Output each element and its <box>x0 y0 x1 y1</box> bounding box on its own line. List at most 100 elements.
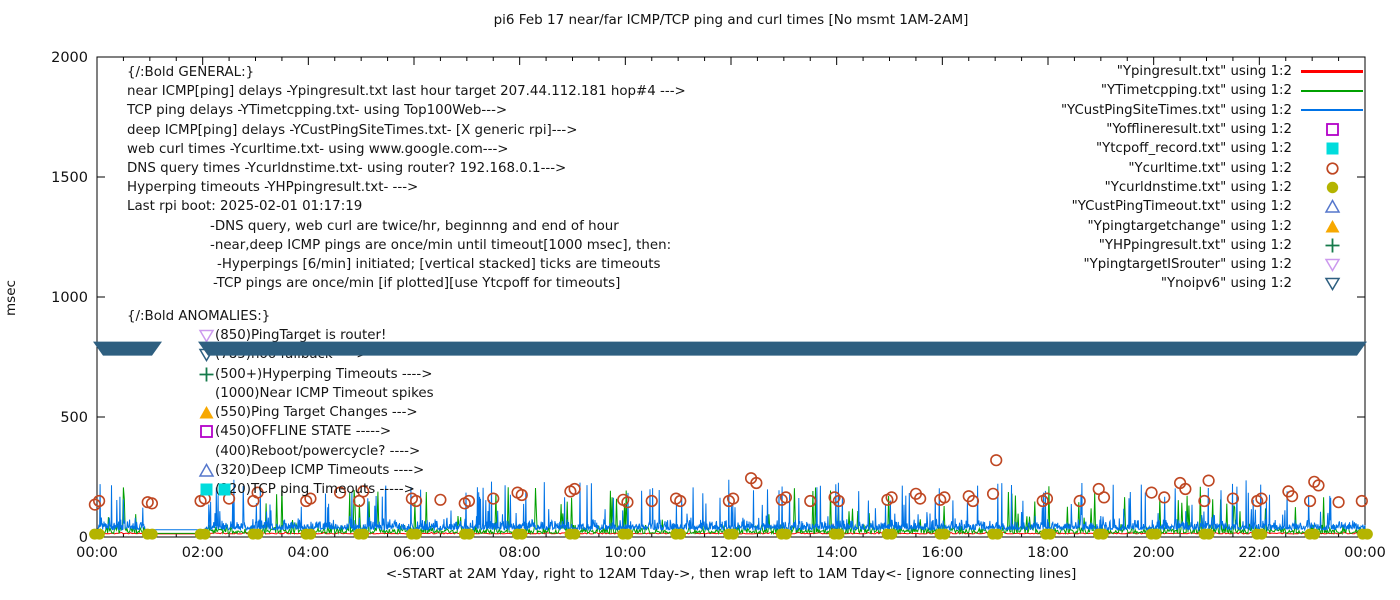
curl-point <box>1303 494 1317 508</box>
curl-point <box>1073 494 1086 508</box>
dns-point <box>93 528 105 540</box>
dns-point <box>516 528 528 540</box>
dns-point <box>622 528 634 540</box>
curl-point <box>1179 482 1192 496</box>
legend-row: "Yofflineresult.txt" using 1:2 <box>975 120 1372 139</box>
dns-point <box>252 528 264 540</box>
curl-point <box>750 476 763 490</box>
legend-marker-square-open <box>1292 121 1372 138</box>
legend-label: "Ycurltime.txt" using 1:2 <box>1128 160 1292 176</box>
legend: "Ypingresult.txt" using 1:2 "YTimetcpping… <box>975 62 1372 294</box>
curl-point <box>1226 492 1240 505</box>
dns-point <box>358 528 370 540</box>
general-note-line: -DNS query, web curl are twice/hr, begin… <box>210 218 619 234</box>
curl-point <box>145 497 159 510</box>
general-note-line: near ICMP[ping] delays -Ypingresult.txt … <box>127 84 686 100</box>
anomaly-note-line: (500+)Hyperping Timeouts ----> <box>215 366 433 382</box>
curl-point <box>1202 474 1215 487</box>
anomaly-marker-plus <box>198 366 214 382</box>
curl-point <box>1255 492 1268 505</box>
series-YCustPingSiteTimes.txt <box>96 479 1366 532</box>
curl-point <box>1332 496 1345 509</box>
anomaly-note-line: (220)TCP ping Timeouts -----> <box>215 482 415 497</box>
legend-label: "YHPpingresult.txt" using 1:2 <box>1098 237 1292 253</box>
dns-point <box>1256 528 1268 540</box>
general-note-line: Last rpi boot: 2025-02-01 01:17:19 <box>127 199 363 215</box>
x-tick-label: 12:00 <box>710 545 752 561</box>
dns-point <box>1203 528 1215 540</box>
legend-row: "YpingtargetISrouter" using 1:2 <box>975 255 1372 274</box>
x-tick-label: 14:00 <box>816 545 858 561</box>
curl-point <box>304 492 317 505</box>
dns-point <box>199 528 211 540</box>
curl-point <box>1092 482 1105 496</box>
general-note-line: -TCP pings are once/min [if plotted][use… <box>213 276 621 292</box>
general-note-line: deep ICMP[ping] delays -YCustPingSiteTim… <box>127 122 578 138</box>
dns-point <box>1150 528 1162 540</box>
legend-label: "Ypingtargetchange" using 1:2 <box>1087 218 1293 234</box>
curl-point <box>1158 491 1171 504</box>
dns-point <box>146 528 158 540</box>
legend-marker-square-filled <box>1292 140 1372 157</box>
anomaly-marker-triangle-down-open <box>198 346 215 363</box>
anomaly-marker-triangle-up-open <box>198 462 215 478</box>
legend-label: "YCustPingSiteTimes.txt" using 1:2 <box>1060 102 1292 118</box>
x-tick-label: 00:00 <box>76 545 118 561</box>
y-tick-label: 0 <box>79 530 88 546</box>
general-note-line: {/:Bold GENERAL:} <box>127 65 255 80</box>
curl-point <box>832 494 845 508</box>
curl-point <box>804 494 817 508</box>
legend-marker-circle-filled <box>1292 179 1372 196</box>
x-tick-label: 02:00 <box>182 545 224 561</box>
curl-point <box>410 494 423 508</box>
x-tick-label: 08:00 <box>499 545 541 561</box>
general-note-line: -near,deep ICMP pings are once/min until… <box>210 237 672 253</box>
y-tick-label: 1500 <box>51 170 88 186</box>
x-tick-label: 06:00 <box>393 545 435 561</box>
legend-marker-line <box>1292 89 1372 93</box>
legend-marker-triangle-down-open <box>1292 256 1372 273</box>
legend-marker-triangle-down-open <box>1292 275 1372 292</box>
curl-point <box>727 492 740 505</box>
anomaly-note-line: (785)no6 fallback ----> <box>215 347 368 363</box>
general-note-line: Hyperping timeouts -YHPpingresult.txt- -… <box>127 180 419 196</box>
x-tick-label: 16:00 <box>921 545 963 561</box>
legend-row: "Ycurldnstime.txt" using 1:2 <box>975 178 1372 197</box>
legend-row: "YCustPingSiteTimes.txt" using 1:2 <box>975 101 1372 120</box>
legend-marker-circle-open <box>1292 160 1372 177</box>
anomaly-note-line: (850)PingTarget is router! <box>215 328 387 343</box>
anomaly-note-line: (400)Reboot/powercycle? ----> <box>215 443 421 459</box>
curl-point <box>645 494 658 508</box>
anomaly-note-line: (450)OFFLINE STATE -----> <box>215 424 392 440</box>
curl-point <box>914 492 927 505</box>
x-tick-label: 10:00 <box>604 545 646 561</box>
curl-point <box>434 493 447 506</box>
curl-point <box>568 482 581 496</box>
curl-point <box>938 491 951 504</box>
curl-point <box>1040 492 1054 505</box>
curl-point <box>333 486 347 499</box>
anomaly-note-line: (550)Ping Target Changes ---> <box>215 405 418 420</box>
curl-point <box>487 492 500 505</box>
x-tick-label: 18:00 <box>1027 545 1069 561</box>
anomaly-marker-square-open <box>198 423 214 439</box>
legend-row: "YTimetcpping.txt" using 1:2 <box>975 81 1372 100</box>
legend-marker-line <box>1292 108 1372 112</box>
curl-point <box>357 485 370 498</box>
anomaly-note-line: (1000)Near ICMP Timeout spikes <box>215 385 434 401</box>
legend-label: "Ycurldnstime.txt" using 1:2 <box>1104 179 1292 195</box>
curl-point <box>515 488 528 502</box>
curl-point <box>1097 491 1111 504</box>
legend-label: "Ynoipv6" using 1:2 <box>1160 276 1292 292</box>
dns-point <box>569 528 581 540</box>
dns-point <box>1309 528 1321 540</box>
curl-point <box>1285 490 1299 503</box>
dns-point <box>833 528 845 540</box>
curl-point <box>990 454 1003 467</box>
anomaly-marker-triangle-down-open <box>198 327 215 343</box>
anomalies-heading: {/:Bold ANOMALIES:} <box>127 309 271 324</box>
dns-point <box>992 528 1004 540</box>
curl-point <box>1355 494 1368 508</box>
x-tick-label: 00:00 <box>1344 545 1386 561</box>
